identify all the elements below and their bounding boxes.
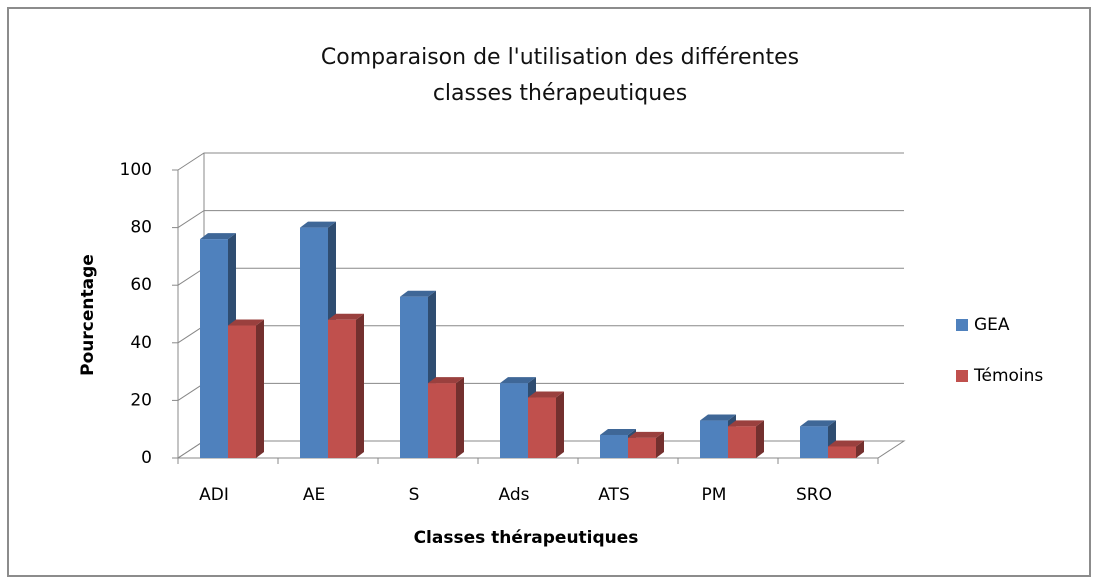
chart-frame <box>7 7 1091 577</box>
x-tick-label: SRO <box>796 485 832 505</box>
y-axis-title: Pourcentage <box>78 254 98 376</box>
bar <box>528 397 556 458</box>
legend-swatch <box>956 319 968 331</box>
bar <box>328 319 356 458</box>
grid-line <box>177 152 904 171</box>
bar <box>600 434 628 458</box>
legend-label: Témoins <box>973 366 1043 386</box>
x-tick-label: S <box>409 485 420 505</box>
y-tick-label: 80 <box>130 218 152 238</box>
bar-top <box>528 391 564 398</box>
bar-top <box>700 414 736 421</box>
x-tick-label: Ads <box>499 485 530 505</box>
bar <box>300 227 328 458</box>
bar <box>728 426 756 458</box>
chart-title: Comparaison de l'utilisation des différe… <box>320 45 800 106</box>
x-tick-label: AE <box>303 485 325 505</box>
bar <box>200 239 228 458</box>
y-tick-label: 0 <box>141 448 152 468</box>
bar-side <box>356 313 364 458</box>
bar <box>828 446 856 458</box>
bar-side <box>556 391 564 458</box>
bar <box>428 383 456 458</box>
bar-side <box>256 319 264 458</box>
bar-side <box>756 420 764 458</box>
bar-top <box>828 440 864 447</box>
y-tick-label: 100 <box>120 160 152 180</box>
bar-top <box>800 420 836 427</box>
bar-top <box>300 221 336 228</box>
bar-top <box>400 290 436 297</box>
bar-top <box>328 313 364 320</box>
bar-top <box>628 431 664 438</box>
y-tick-label: 20 <box>130 390 152 410</box>
y-tick-label: 40 <box>130 333 152 353</box>
x-tick-label: ATS <box>598 485 630 505</box>
bar-top <box>228 319 264 326</box>
legend-label: GEA <box>974 315 1010 335</box>
bar-top <box>500 377 536 384</box>
bar <box>400 296 428 458</box>
bar-top <box>428 377 464 384</box>
x-tick-label: ADI <box>199 485 229 505</box>
bar <box>500 383 528 458</box>
bar-top <box>200 233 236 240</box>
y-tick-label: 60 <box>130 275 152 295</box>
x-axis-title: Classes thérapeutiques <box>414 528 639 548</box>
bar-side <box>656 431 664 458</box>
grid-line <box>177 210 904 229</box>
bar <box>800 426 828 458</box>
bar-top <box>728 420 764 427</box>
bar-side <box>856 440 864 458</box>
bar-side <box>456 377 464 458</box>
bar <box>628 437 656 458</box>
bar <box>228 325 256 458</box>
legend-swatch <box>956 370 968 382</box>
bar <box>700 420 728 458</box>
bar-top <box>600 428 636 435</box>
x-tick-label: PM <box>702 485 727 505</box>
